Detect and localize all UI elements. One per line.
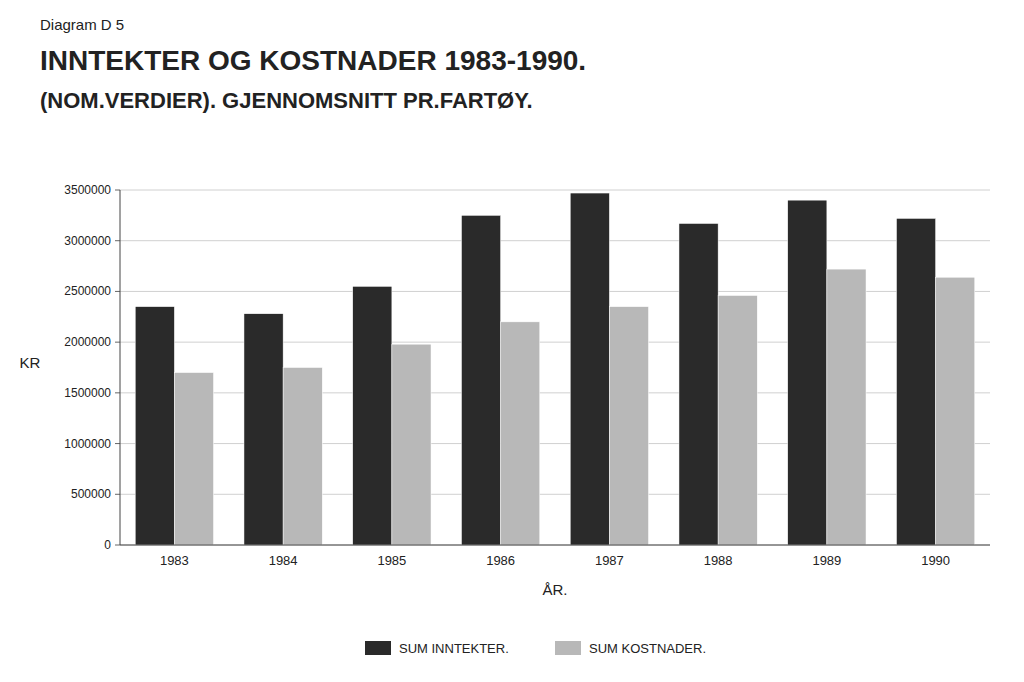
- y-axis-label: KR: [20, 354, 41, 371]
- y-tick-label: 1000000: [64, 437, 111, 451]
- x-tick-label: 1983: [160, 553, 189, 568]
- x-tick-label: 1990: [921, 553, 950, 568]
- x-tick-label: 1985: [377, 553, 406, 568]
- bar: [501, 322, 540, 545]
- legend-label: SUM KOSTNADER.: [589, 641, 706, 656]
- y-tick: [115, 342, 120, 343]
- x-tick-label: 1987: [595, 553, 624, 568]
- y-tick: [115, 443, 120, 444]
- bar: [827, 269, 866, 545]
- legend-label: SUM INNTEKTER.: [399, 641, 509, 656]
- bar: [135, 307, 174, 545]
- legend-swatch: [555, 641, 581, 655]
- x-axis-label: ÅR.: [542, 581, 567, 598]
- x-axis: [120, 545, 990, 546]
- y-tick-label: 3500000: [64, 183, 111, 197]
- y-tick: [115, 494, 120, 495]
- bar: [609, 307, 648, 545]
- y-tick-label: 500000: [71, 487, 111, 501]
- bar: [896, 218, 935, 545]
- legend: SUM INNTEKTER. SUM KOSTNADER.: [365, 641, 706, 656]
- bar: [936, 277, 975, 545]
- bars: [135, 193, 975, 545]
- grid-line: [120, 545, 990, 546]
- bar: [244, 314, 283, 545]
- chart: Diagram D 5 INNTEKTER OG KOSTNADER 1983-1…: [0, 0, 1024, 682]
- y-tick: [115, 545, 120, 546]
- y-tick-label: 0: [104, 538, 111, 552]
- x-tick-label: 1984: [269, 553, 298, 568]
- y-axis: [120, 190, 121, 545]
- y-tick: [115, 190, 120, 191]
- x-tick-label: 1989: [812, 553, 841, 568]
- y-tick-label: 2000000: [64, 335, 111, 349]
- grid-line: [120, 240, 990, 241]
- x-tick-label: 1988: [704, 553, 733, 568]
- x-tick-label: 1986: [486, 553, 515, 568]
- legend-swatch: [365, 641, 391, 655]
- bar: [174, 373, 213, 545]
- bar: [353, 286, 392, 545]
- y-tick: [115, 240, 120, 241]
- title: INNTEKTER OG KOSTNADER 1983-1990.: [40, 45, 586, 76]
- y-tick-label: 1500000: [64, 386, 111, 400]
- bar: [392, 344, 431, 545]
- bar: [461, 215, 500, 545]
- subtitle: (NOM.VERDIER). GJENNOMSNITT PR.FARTØY.: [40, 88, 533, 113]
- chart-container: Diagram D 5 INNTEKTER OG KOSTNADER 1983-1…: [0, 0, 1024, 682]
- bar: [788, 200, 827, 545]
- bar: [570, 193, 609, 545]
- bar: [283, 368, 322, 546]
- annotation: Diagram D 5: [40, 16, 124, 33]
- y-tick: [115, 392, 120, 393]
- y-tick: [115, 291, 120, 292]
- grid: [120, 190, 990, 545]
- y-tick-label: 3000000: [64, 234, 111, 248]
- bar: [679, 223, 718, 545]
- bar: [718, 295, 757, 545]
- grid-line: [120, 190, 990, 191]
- y-tick-label: 2500000: [64, 284, 111, 298]
